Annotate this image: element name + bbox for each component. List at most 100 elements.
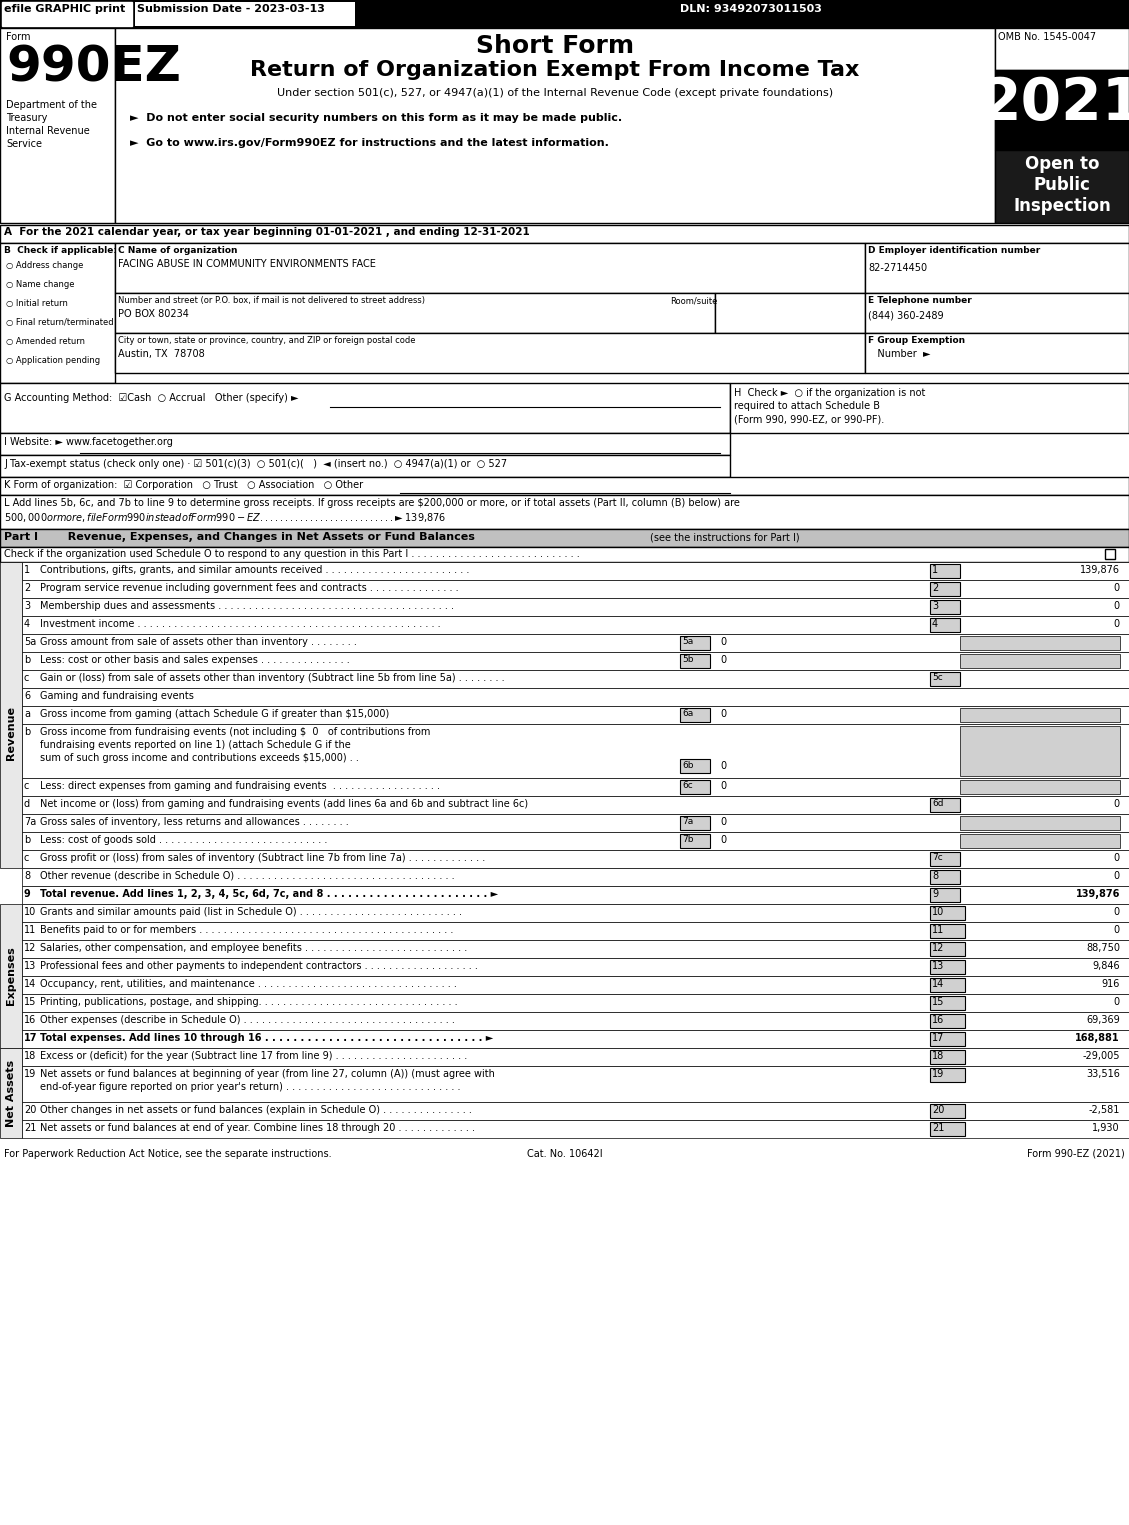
- Text: 2: 2: [24, 583, 30, 593]
- Text: OMB No. 1545-0047: OMB No. 1545-0047: [998, 32, 1096, 43]
- Text: Treasury: Treasury: [6, 113, 47, 124]
- Text: 16: 16: [24, 1016, 36, 1025]
- Text: Revenue, Expenses, and Changes in Net Assets or Fund Balances: Revenue, Expenses, and Changes in Net As…: [60, 532, 475, 541]
- Bar: [0, 496, 1129, 529]
- Text: Part I: Part I: [5, 532, 38, 541]
- Bar: [930, 564, 960, 578]
- Bar: [21, 1103, 1129, 1119]
- Bar: [0, 529, 1129, 547]
- Text: 139,876: 139,876: [1076, 889, 1120, 900]
- Text: 6b: 6b: [682, 761, 693, 770]
- Text: 14: 14: [933, 979, 944, 990]
- Bar: [930, 1068, 965, 1083]
- Text: (Form 990, 990-EZ, or 990-PF).: (Form 990, 990-EZ, or 990-PF).: [734, 413, 884, 424]
- Text: (see the instructions for Part I): (see the instructions for Part I): [650, 532, 799, 541]
- Text: G Accounting Method:  ☑Cash  ○ Accrual   Other (specify) ►: G Accounting Method: ☑Cash ○ Accrual Oth…: [5, 393, 298, 403]
- Bar: [21, 688, 1129, 706]
- Bar: [930, 798, 960, 811]
- Text: Benefits paid to or for members . . . . . . . . . . . . . . . . . . . . . . . . : Benefits paid to or for members . . . . …: [40, 926, 454, 935]
- Text: 88,750: 88,750: [1086, 942, 1120, 953]
- Text: 0: 0: [1114, 907, 1120, 917]
- Text: Check if the organization used Schedule O to respond to any question in this Par: Check if the organization used Schedule …: [5, 549, 580, 560]
- Bar: [0, 477, 1129, 496]
- Text: Form: Form: [6, 32, 30, 43]
- Text: Investment income . . . . . . . . . . . . . . . . . . . . . . . . . . . . . . . : Investment income . . . . . . . . . . . …: [40, 619, 440, 628]
- Text: 13: 13: [24, 961, 36, 971]
- Text: Less: cost of goods sold . . . . . . . . . . . . . . . . . . . . . . . . . . . .: Less: cost of goods sold . . . . . . . .…: [40, 836, 327, 845]
- Text: 10: 10: [933, 907, 944, 917]
- Text: Total revenue. Add lines 1, 2, 3, 4, 5c, 6d, 7c, and 8 . . . . . . . . . . . . .: Total revenue. Add lines 1, 2, 3, 4, 5c,…: [40, 889, 498, 900]
- Text: 21: 21: [933, 1122, 944, 1133]
- Bar: [21, 778, 1129, 796]
- Text: 0: 0: [720, 817, 726, 827]
- Text: 12: 12: [933, 942, 944, 953]
- Text: ►  Do not enter social security numbers on this form as it may be made public.: ► Do not enter social security numbers o…: [130, 113, 622, 124]
- Bar: [930, 599, 960, 615]
- Bar: [680, 834, 710, 848]
- Bar: [930, 961, 965, 974]
- Text: Internal Revenue: Internal Revenue: [6, 127, 89, 136]
- Bar: [21, 814, 1129, 833]
- Text: Total expenses. Add lines 10 through 16 . . . . . . . . . . . . . . . . . . . . : Total expenses. Add lines 10 through 16 …: [40, 1032, 493, 1043]
- Text: 6c: 6c: [682, 781, 693, 790]
- Bar: [21, 904, 1129, 923]
- Text: 0: 0: [1114, 583, 1120, 593]
- Bar: [21, 958, 1129, 976]
- Bar: [21, 994, 1129, 1013]
- Text: Program service revenue including government fees and contracts . . . . . . . . : Program service revenue including govern…: [40, 583, 458, 593]
- Text: Under section 501(c), 527, or 4947(a)(1) of the Internal Revenue Code (except pr: Under section 501(c), 527, or 4947(a)(1)…: [277, 88, 833, 98]
- Text: Gross income from gaming (attach Schedule G if greater than $15,000): Gross income from gaming (attach Schedul…: [40, 709, 390, 718]
- Bar: [930, 673, 960, 686]
- Text: Other changes in net assets or fund balances (explain in Schedule O) . . . . . .: Other changes in net assets or fund bala…: [40, 1106, 472, 1115]
- Text: 20: 20: [24, 1106, 36, 1115]
- Bar: [0, 1048, 21, 1138]
- Bar: [21, 1048, 1129, 1066]
- Bar: [680, 759, 710, 773]
- Text: 7b: 7b: [682, 836, 693, 843]
- Bar: [115, 242, 865, 293]
- Text: Contributions, gifts, grants, and similar amounts received . . . . . . . . . . .: Contributions, gifts, grants, and simila…: [40, 564, 470, 575]
- Text: Return of Organization Exempt From Income Tax: Return of Organization Exempt From Incom…: [251, 59, 859, 79]
- Bar: [680, 654, 710, 668]
- Text: 21: 21: [24, 1122, 36, 1133]
- Bar: [21, 796, 1129, 814]
- Text: 0: 0: [1114, 601, 1120, 612]
- Text: 0: 0: [720, 836, 726, 845]
- Text: FACING ABUSE IN COMMUNITY ENVIRONMENTS FACE: FACING ABUSE IN COMMUNITY ENVIRONMENTS F…: [119, 259, 376, 268]
- Text: efile GRAPHIC print: efile GRAPHIC print: [5, 5, 125, 14]
- Text: 990EZ: 990EZ: [6, 44, 181, 92]
- Text: Department of the: Department of the: [6, 101, 97, 110]
- Bar: [21, 833, 1129, 849]
- Text: 2021: 2021: [981, 75, 1129, 133]
- Text: Gross profit or (loss) from sales of inventory (Subtract line 7b from line 7a) .: Gross profit or (loss) from sales of inv…: [40, 852, 485, 863]
- Text: 6: 6: [24, 691, 30, 702]
- Text: 0: 0: [720, 781, 726, 791]
- Bar: [21, 634, 1129, 653]
- Bar: [2, 2, 132, 26]
- Text: ►  Go to www.irs.gov/Form990EZ for instructions and the latest information.: ► Go to www.irs.gov/Form990EZ for instru…: [130, 137, 609, 148]
- Text: 0: 0: [720, 709, 726, 718]
- Bar: [930, 1032, 965, 1046]
- Text: Other expenses (describe in Schedule O) . . . . . . . . . . . . . . . . . . . . : Other expenses (describe in Schedule O) …: [40, 1016, 455, 1025]
- Text: 2: 2: [933, 583, 938, 593]
- Text: 8: 8: [24, 871, 30, 881]
- Text: 6a: 6a: [682, 709, 693, 718]
- Text: ○ Application pending: ○ Application pending: [6, 355, 100, 364]
- Text: c: c: [24, 852, 29, 863]
- Bar: [680, 816, 710, 830]
- Text: B  Check if applicable:: B Check if applicable:: [5, 246, 117, 255]
- Bar: [0, 433, 730, 454]
- Text: 17: 17: [24, 1032, 37, 1043]
- Bar: [960, 779, 1120, 795]
- Text: Less: direct expenses from gaming and fundraising events  . . . . . . . . . . . : Less: direct expenses from gaming and fu…: [40, 781, 440, 791]
- Text: City or town, state or province, country, and ZIP or foreign postal code: City or town, state or province, country…: [119, 336, 415, 345]
- Text: Grants and similar amounts paid (list in Schedule O) . . . . . . . . . . . . . .: Grants and similar amounts paid (list in…: [40, 907, 462, 917]
- Bar: [680, 779, 710, 795]
- Bar: [21, 868, 1129, 886]
- Text: c: c: [24, 781, 29, 791]
- Bar: [21, 849, 1129, 868]
- Bar: [930, 906, 965, 920]
- Bar: [930, 978, 965, 991]
- Bar: [21, 976, 1129, 994]
- Text: $500,000 or more, file Form 990 instead of Form 990-EZ . . . . . . . . . . . . .: $500,000 or more, file Form 990 instead …: [5, 511, 446, 525]
